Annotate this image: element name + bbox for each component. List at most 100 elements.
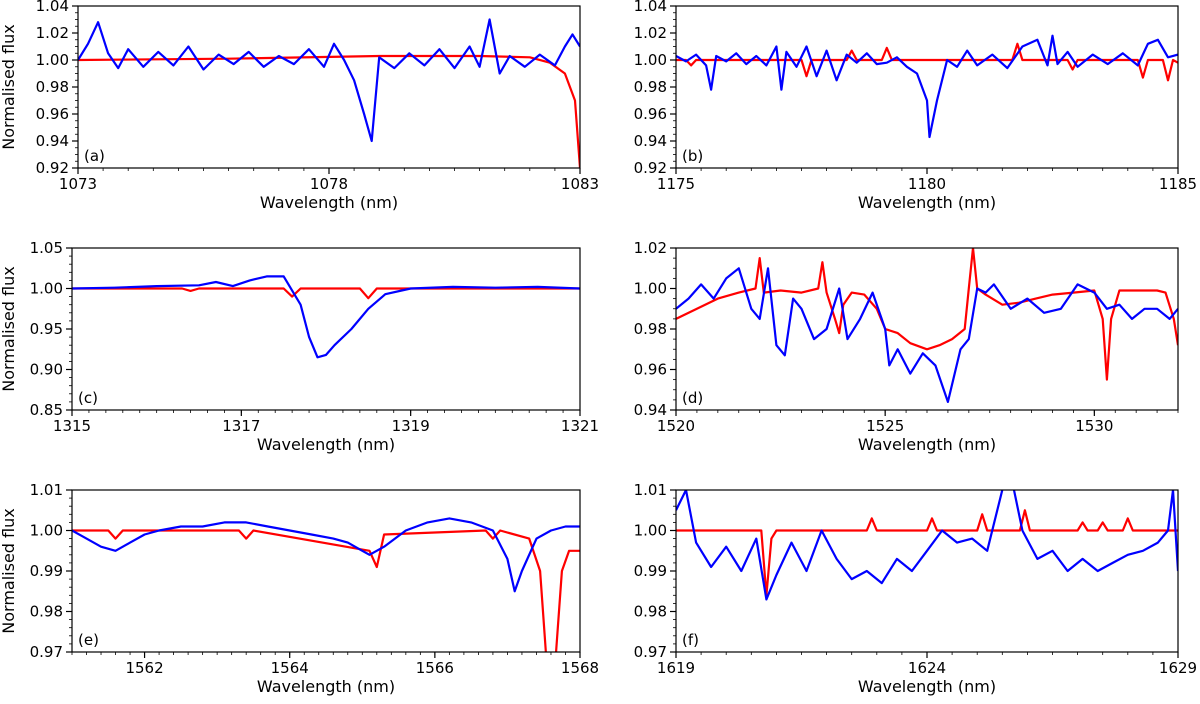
y-tick-label: 0.96 [634, 361, 667, 379]
x-tick-label: 1564 [271, 659, 309, 677]
observed-spectrum-line [676, 490, 1178, 601]
x-tick-label: 1319 [392, 417, 430, 435]
x-axis-label: Wavelength (nm) [858, 435, 996, 454]
y-axis-label: Normalised flux [0, 266, 18, 391]
panel-b: 1175 1180 1185 0.92 0.94 0.96 0.98 1.00 1.02 1.04… [634, 0, 1198, 212]
x-axis-label: Wavelength (nm) [257, 677, 395, 696]
plot-frame [675, 5, 1179, 169]
x-axis-label: Wavelength (nm) [260, 193, 398, 212]
y-tick-label: 1.05 [30, 239, 63, 257]
model-spectrum-line [676, 42, 1178, 82]
y-tick-label: 1.01 [634, 481, 667, 499]
y-tick-label: 0.98 [36, 78, 69, 96]
y-tick-label: 1.02 [634, 24, 667, 42]
model-spectrum-line [72, 287, 580, 300]
y-tick-label: 0.94 [634, 132, 667, 150]
y-tick-label: 1.02 [36, 24, 69, 42]
observed-spectrum-line [72, 275, 580, 359]
observed-spectrum-line [676, 34, 1178, 139]
panel-label: (c) [78, 389, 98, 407]
y-tick-label: 0.96 [634, 105, 667, 123]
x-tick-label: 1530 [1075, 417, 1113, 435]
x-tick-label: 1175 [657, 175, 695, 193]
plot-frame [675, 489, 1179, 653]
model-spectrum-line [676, 509, 1178, 597]
x-tick-label: 1520 [657, 417, 695, 435]
x-tick-label: 1624 [908, 659, 946, 677]
series-group [72, 275, 580, 359]
y-tick-label: 0.94 [634, 401, 667, 419]
y-tick-label: 1.00 [634, 51, 667, 69]
y-tick-label: 0.99 [30, 562, 63, 580]
panel-label: (e) [78, 631, 99, 649]
y-tick-label: 1.00 [634, 280, 667, 298]
y-tick-label: 0.99 [634, 562, 667, 580]
y-tick-label: 1.00 [36, 51, 69, 69]
x-tick-label: 1317 [222, 417, 260, 435]
model-spectrum-line [676, 248, 1178, 381]
x-tick-label: 1619 [657, 659, 695, 677]
observed-spectrum-line [78, 18, 580, 143]
series-group [72, 517, 580, 652]
y-tick-label: 0.92 [36, 159, 69, 177]
x-tick-label: 1321 [561, 417, 599, 435]
y-tick-label: 0.95 [30, 320, 63, 338]
y-tick-label: 0.92 [634, 159, 667, 177]
panel-label: (a) [84, 147, 105, 165]
y-tick-label: 1.00 [30, 522, 63, 540]
x-tick-label: 1568 [561, 659, 599, 677]
observed-spectrum-line [72, 517, 580, 593]
y-tick-label: 0.97 [634, 643, 667, 661]
plot-frame [71, 247, 581, 411]
series-group [78, 18, 580, 168]
x-tick-label: 1083 [561, 175, 599, 193]
x-tick-label: 1629 [1159, 659, 1197, 677]
x-axis-label: Wavelength (nm) [858, 677, 996, 696]
panel-label: (b) [682, 147, 703, 165]
y-tick-label: 0.98 [634, 320, 667, 338]
series-group [676, 490, 1178, 601]
panel-c: 1315 1317 1319 1321 0.85 0.90 0.95 1.00 1.05 (c) W… [0, 239, 599, 454]
y-tick-label: 1.02 [634, 239, 667, 257]
y-tick-label: 0.98 [30, 603, 63, 621]
y-tick-label: 0.85 [30, 401, 63, 419]
y-tick-label: 0.90 [30, 361, 63, 379]
panel-label: (d) [682, 389, 703, 407]
x-tick-label: 1566 [416, 659, 454, 677]
model-spectrum-line [72, 529, 580, 652]
y-axis-label: Normalised flux [0, 24, 18, 149]
panel-d: 1520 1525 1530 0.94 0.96 0.98 1.00 1.02 (d) Wavel… [634, 239, 1179, 454]
plot-frame [675, 247, 1179, 411]
panel-label: (f) [682, 631, 699, 649]
y-tick-label: 0.98 [634, 78, 667, 96]
panel-f: 1619 1624 1629 0.97 0.98 0.99 1.00 1.01 (f) Wavel… [634, 481, 1198, 696]
x-tick-label: 1315 [53, 417, 91, 435]
x-tick-label: 1180 [908, 175, 946, 193]
y-tick-label: 1.00 [634, 522, 667, 540]
y-tick-label: 1.00 [30, 280, 63, 298]
x-axis-label: Wavelength (nm) [858, 193, 996, 212]
x-tick-label: 1073 [59, 175, 97, 193]
panel-a: 1073 1078 1083 0.92 0.94 0.96 0.98 1.00 1.02 1.04… [0, 0, 599, 212]
x-tick-label: 1525 [866, 417, 904, 435]
series-group [676, 248, 1178, 403]
x-tick-label: 1185 [1159, 175, 1197, 193]
y-tick-label: 1.04 [634, 0, 667, 15]
model-spectrum-line [78, 54, 580, 168]
y-axis-label: Normalised flux [0, 508, 18, 633]
y-tick-label: 0.97 [30, 643, 63, 661]
y-tick-label: 1.04 [36, 0, 69, 15]
y-tick-label: 0.98 [634, 603, 667, 621]
x-axis-label: Wavelength (nm) [257, 435, 395, 454]
x-tick-label: 1562 [125, 659, 163, 677]
plot-frame [77, 5, 581, 169]
panel-e: 1562 1564 1566 1568 0.97 0.98 0.99 1.00 1.01 (e) W… [0, 481, 599, 696]
y-tick-label: 0.94 [36, 132, 69, 150]
series-group [676, 34, 1178, 139]
y-tick-label: 1.01 [30, 481, 63, 499]
observed-spectrum-line [676, 267, 1178, 403]
x-tick-label: 1078 [310, 175, 348, 193]
plot-frame [71, 489, 581, 653]
y-tick-label: 0.96 [36, 105, 69, 123]
